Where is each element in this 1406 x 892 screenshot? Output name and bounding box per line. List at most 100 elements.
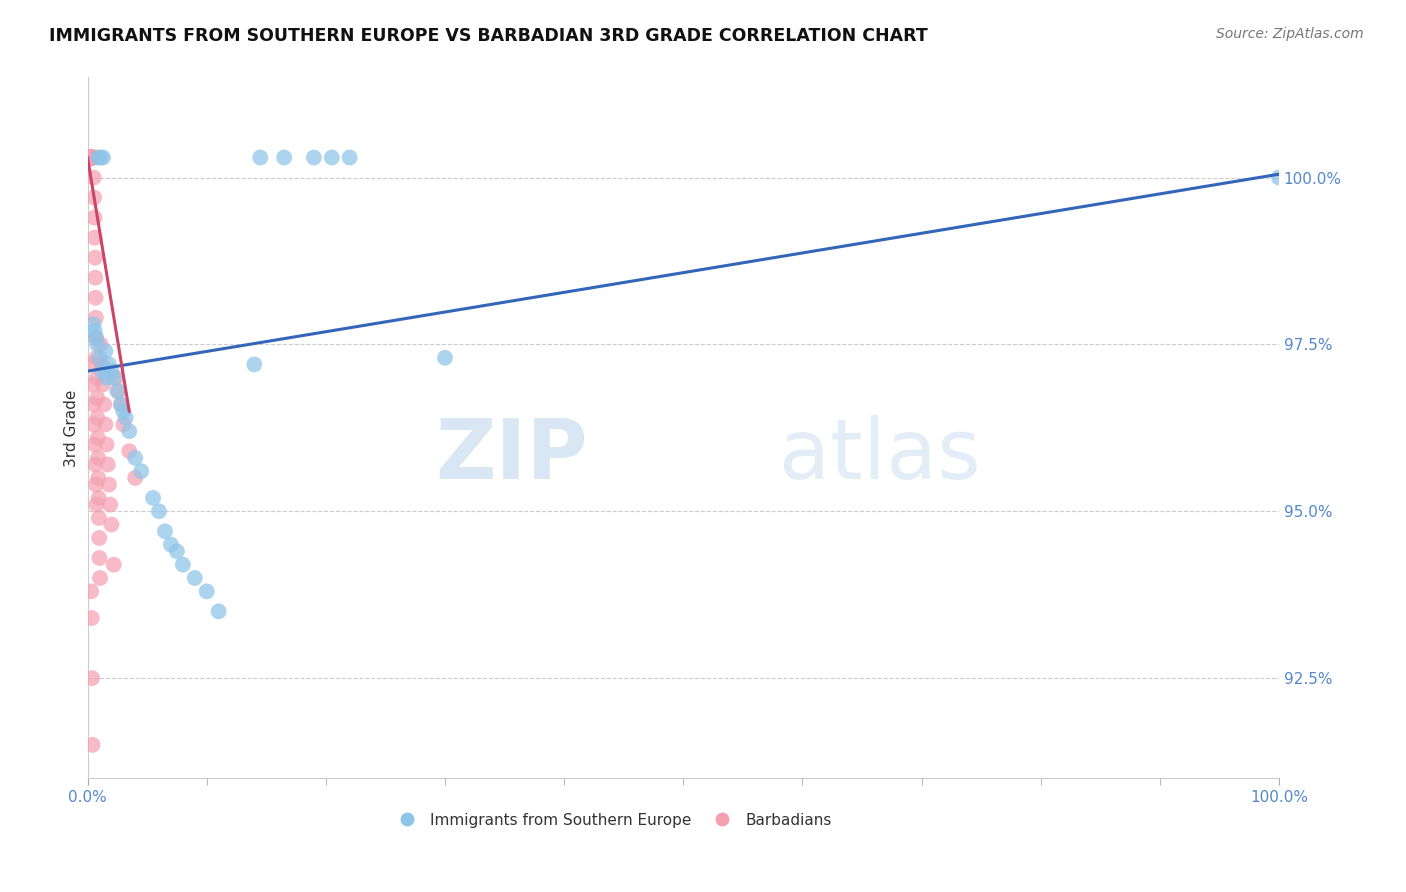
Point [87,471,110,485]
Point [82,358,104,372]
Point [89,551,111,566]
Point [86,391,108,405]
Point [80,584,103,599]
Point [83,318,105,332]
Point [80,151,103,165]
Point [87,491,110,505]
Point [84,331,107,345]
Point [91,377,114,392]
Point [97,458,120,472]
Point [89,531,111,545]
Text: ZIP: ZIP [436,416,588,496]
Point [87,511,110,525]
Point [105,384,128,398]
Point [153,524,176,539]
Point [98,477,121,491]
Point [112,417,135,432]
Point [118,424,141,438]
Point [83,170,105,185]
Point [83,230,105,244]
Point [89,571,111,585]
Point [79,151,101,165]
Point [86,498,108,512]
Point [90,358,112,372]
Point [79,151,101,165]
Point [1268,170,1291,185]
Point [84,270,107,285]
Point [83,211,105,225]
Point [273,151,295,165]
Point [93,397,115,411]
Point [339,151,361,165]
Point [103,558,125,572]
Point [90,364,112,378]
Point [83,151,105,165]
Point [249,151,271,165]
Point [84,251,107,265]
Point [83,437,105,451]
Point [84,458,107,472]
Point [107,384,129,398]
Point [94,344,117,359]
Point [195,584,218,599]
Point [105,371,128,385]
Point [142,491,165,505]
Point [79,151,101,165]
Point [86,351,108,365]
Point [129,464,152,478]
Point [302,151,325,165]
Point [79,151,101,165]
Point [86,371,108,385]
Point [114,410,136,425]
Point [96,437,118,451]
Point [82,151,104,165]
Point [83,397,105,411]
Point [84,331,107,345]
Point [83,324,105,338]
Point [110,397,132,411]
Point [80,611,103,625]
Point [100,364,122,378]
Point [79,151,101,165]
Point [87,450,110,465]
Point [83,417,105,432]
Point [207,604,229,618]
Point [91,151,114,165]
Legend: Immigrants from Southern Europe, Barbadians: Immigrants from Southern Europe, Barbadi… [385,806,838,834]
Point [82,738,104,752]
Point [433,351,456,365]
Point [94,417,117,432]
Point [80,151,103,165]
Point [118,444,141,458]
Point [98,498,121,512]
Point [100,517,122,532]
Point [82,377,104,392]
Point [82,151,104,165]
Text: atlas: atlas [779,416,980,496]
Point [160,538,183,552]
Point [98,358,121,372]
Point [77,151,100,165]
Y-axis label: 3rd Grade: 3rd Grade [65,389,79,467]
Point [84,310,107,325]
Point [87,151,110,165]
Point [84,291,107,305]
Point [172,558,194,572]
Point [82,151,104,165]
Point [184,571,207,585]
Point [82,151,104,165]
Point [96,371,118,385]
Point [89,351,111,365]
Point [83,190,105,204]
Point [80,151,103,165]
Point [90,337,112,351]
Point [80,671,103,685]
Point [103,371,125,385]
Point [80,151,103,165]
Point [124,471,146,485]
Point [112,404,135,418]
Point [80,151,103,165]
Point [110,397,132,411]
Point [77,151,100,165]
Text: IMMIGRANTS FROM SOUTHERN EUROPE VS BARBADIAN 3RD GRADE CORRELATION CHART: IMMIGRANTS FROM SOUTHERN EUROPE VS BARBA… [49,27,928,45]
